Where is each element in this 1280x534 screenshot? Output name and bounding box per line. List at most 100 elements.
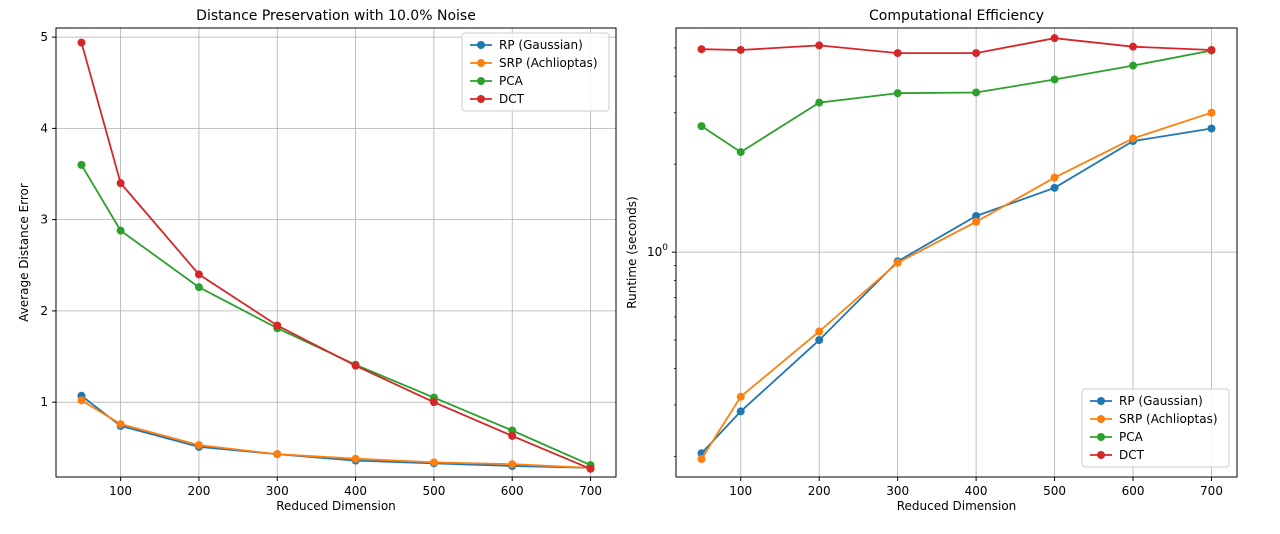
legend-label: DCT — [1119, 448, 1145, 462]
data-point — [1050, 173, 1059, 182]
data-point — [194, 441, 203, 450]
chart-title: Computational Efficiency — [869, 8, 1044, 24]
legend: RP (Gaussian) SRP (Achlioptas) PCA DCT — [461, 32, 610, 112]
series-line-3 — [701, 37, 1212, 54]
data-point — [893, 258, 902, 267]
data-point — [893, 89, 902, 98]
data-point — [1129, 134, 1138, 143]
x-tick-label: 100 — [109, 484, 132, 498]
x-tick-label: 200 — [187, 484, 210, 498]
legend-marker — [477, 59, 485, 67]
legend-marker — [477, 77, 485, 85]
data-point — [508, 460, 517, 469]
data-point — [972, 88, 981, 97]
series-line-2 — [80, 164, 591, 466]
data-point — [815, 98, 824, 107]
data-point — [736, 392, 745, 401]
legend-label: RP (Gaussian) — [499, 38, 583, 52]
data-point — [273, 450, 282, 459]
data-point — [1207, 124, 1216, 133]
legend-marker — [1097, 433, 1105, 441]
data-point — [273, 321, 282, 330]
x-tick-label: 500 — [422, 484, 445, 498]
data-point — [893, 49, 902, 58]
data-point — [1207, 108, 1216, 117]
data-point — [351, 361, 360, 370]
data-point — [429, 458, 438, 467]
x-tick-label: 600 — [501, 484, 524, 498]
x-tick-label: 300 — [266, 484, 289, 498]
data-point — [116, 226, 125, 235]
data-point — [586, 464, 595, 473]
legend-marker — [477, 41, 485, 49]
y-tick-label: 4 — [40, 121, 48, 135]
y-tick-label: 1 — [40, 395, 48, 409]
x-tick-label: 400 — [965, 484, 988, 498]
data-point — [194, 270, 203, 279]
y-tick-label: 100 — [647, 243, 668, 259]
data-point — [77, 396, 86, 405]
x-tick-label: 700 — [1200, 484, 1223, 498]
chart-distance-preservation: 100 200 300 400 500 600 700 1 2 3 4 5 Distance Prese… — [17, 8, 617, 513]
y-tick-label: 5 — [40, 30, 48, 44]
data-point — [116, 179, 125, 188]
data-point — [77, 38, 86, 47]
series-line-1 — [81, 399, 591, 469]
legend-marker — [1097, 451, 1105, 459]
chart-computational-efficiency: 100 200 300 400 500 600 700 100 Computational Ef… — [625, 8, 1238, 513]
data-point — [1050, 34, 1059, 43]
data-point — [697, 45, 706, 54]
series-line-3 — [80, 42, 591, 470]
series-line-2 — [701, 49, 1212, 154]
x-tick-label: 300 — [886, 484, 909, 498]
x-tick-label: 700 — [579, 484, 602, 498]
data-point — [697, 122, 706, 131]
series-line-0 — [700, 127, 1212, 454]
data-point — [736, 45, 745, 54]
legend-marker — [1097, 397, 1105, 405]
data-point — [736, 407, 745, 416]
y-axis-label: Average Distance Error — [17, 183, 31, 322]
data-point — [194, 283, 203, 292]
legend-label: SRP (Achlioptas) — [1119, 412, 1218, 426]
legend-marker — [477, 95, 485, 103]
data-point — [1129, 42, 1138, 51]
data-point — [429, 398, 438, 407]
legend-label: PCA — [499, 74, 524, 88]
y-axis-label: Runtime (seconds) — [625, 196, 639, 308]
data-point — [972, 211, 981, 220]
legend-marker — [1097, 415, 1105, 423]
x-tick-label: 500 — [1043, 484, 1066, 498]
data-point — [697, 454, 706, 463]
data-point — [815, 41, 824, 50]
chart-title: Distance Preservation with 10.0% Noise — [196, 8, 476, 24]
data-point — [508, 426, 517, 435]
data-point — [815, 336, 824, 345]
legend-label: DCT — [499, 92, 525, 106]
plot-frame — [55, 27, 617, 478]
legend-box — [461, 32, 610, 112]
data-point — [972, 217, 981, 226]
y-tick-label: 3 — [40, 213, 48, 227]
data-point — [351, 454, 360, 463]
legend-label: RP (Gaussian) — [1119, 394, 1203, 408]
data-point — [972, 49, 981, 58]
x-axis-label: Reduced Dimension — [276, 499, 396, 513]
data-point — [77, 160, 86, 169]
series-line-1 — [700, 111, 1212, 460]
data-point — [1050, 183, 1059, 192]
data-point — [1129, 61, 1138, 70]
series-line-0 — [80, 395, 591, 469]
legend-label: SRP (Achlioptas) — [499, 56, 598, 70]
data-point — [508, 431, 517, 440]
x-tick-label: 200 — [808, 484, 831, 498]
legend: RP (Gaussian) SRP (Achlioptas) PCA DCT — [1081, 388, 1230, 468]
y-tick-label: 2 — [40, 304, 48, 318]
x-tick-label: 400 — [344, 484, 367, 498]
x-tick-label: 600 — [1122, 484, 1145, 498]
data-point — [815, 327, 824, 336]
data-point — [736, 148, 745, 157]
legend-box — [1081, 388, 1230, 468]
data-point — [1050, 75, 1059, 84]
